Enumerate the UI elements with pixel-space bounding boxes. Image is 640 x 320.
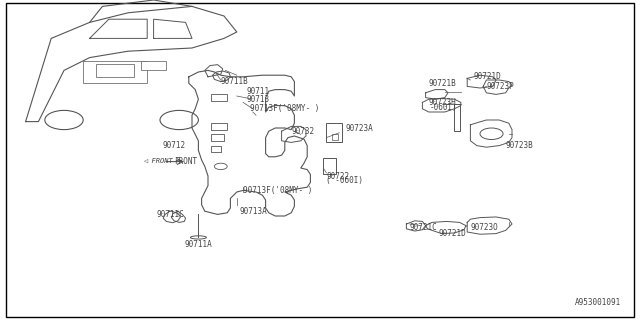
Bar <box>83 61 147 83</box>
Text: FRONT: FRONT <box>174 157 197 166</box>
Bar <box>96 64 134 77</box>
Text: 90712: 90712 <box>163 141 186 150</box>
Text: 90723H: 90723H <box>429 98 456 107</box>
Text: ( -060I): ( -060I) <box>326 176 364 185</box>
Bar <box>454 104 460 131</box>
Text: 90721D: 90721D <box>438 229 466 238</box>
Bar <box>211 134 224 141</box>
Text: A953001091: A953001091 <box>575 298 621 307</box>
Text: ◁ FRONT: ◁ FRONT <box>143 158 173 164</box>
Text: 90711: 90711 <box>246 87 269 96</box>
Text: 90721B: 90721B <box>429 79 456 88</box>
FancyBboxPatch shape <box>6 3 634 317</box>
Text: 90721C: 90721C <box>410 223 437 232</box>
Text: 90713A: 90713A <box>240 207 268 216</box>
Text: 90723A: 90723A <box>346 124 373 132</box>
Bar <box>211 123 227 130</box>
Text: 90723P: 90723P <box>486 82 514 91</box>
Text: -060I): -060I) <box>430 103 458 112</box>
Text: 90711B: 90711B <box>221 77 248 86</box>
Text: 90722: 90722 <box>326 172 349 180</box>
Text: 90723B: 90723B <box>506 141 533 150</box>
Bar <box>326 123 342 142</box>
Text: 90711A: 90711A <box>184 240 212 249</box>
Text: 90723O: 90723O <box>470 223 498 232</box>
Text: 90721D: 90721D <box>474 72 501 81</box>
Bar <box>211 146 221 152</box>
Bar <box>141 61 166 70</box>
Text: 90713F('08MY- ): 90713F('08MY- ) <box>250 104 319 113</box>
Bar <box>323 158 336 174</box>
Text: 90713: 90713 <box>246 95 269 104</box>
Bar <box>211 94 227 101</box>
Bar <box>332 134 338 140</box>
Text: 90711C: 90711C <box>157 210 184 219</box>
Text: 90713F('08MY- ): 90713F('08MY- ) <box>243 186 312 195</box>
Text: 90732: 90732 <box>291 127 314 136</box>
